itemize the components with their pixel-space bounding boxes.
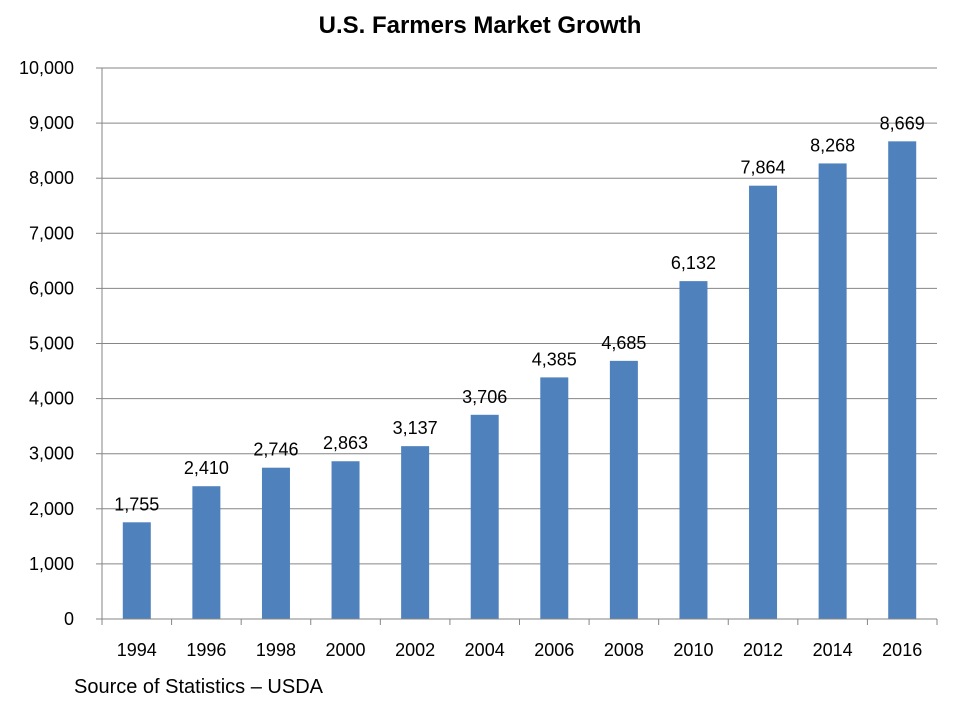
- x-tick-label: 2006: [534, 640, 574, 660]
- y-tick-label: 5,000: [29, 334, 74, 354]
- bars: [122, 141, 917, 619]
- bar-2000: [331, 461, 360, 619]
- chart-title: U.S. Farmers Market Growth: [318, 12, 642, 39]
- data-label-2016: 8,669: [880, 113, 925, 133]
- bar-1994: [122, 522, 151, 619]
- x-tick-label: 2000: [326, 640, 366, 660]
- y-tick-label: 1,000: [29, 554, 74, 574]
- data-label-2010: 6,132: [671, 253, 716, 273]
- data-label-2014: 8,268: [810, 135, 855, 155]
- x-tick-label: 1998: [256, 640, 296, 660]
- y-tick-label: 0: [64, 609, 74, 629]
- data-label-2000: 2,863: [323, 433, 368, 453]
- y-tick-label: 10,000: [19, 58, 74, 78]
- y-tick-label: 6,000: [29, 278, 74, 298]
- gridlines: [102, 67, 937, 565]
- y-tick-label: 7,000: [29, 223, 74, 243]
- bar-2014: [818, 163, 847, 619]
- bar-2004: [470, 414, 499, 619]
- data-label-2008: 4,685: [601, 333, 646, 353]
- bar-2016: [888, 141, 917, 619]
- y-tick-label: 9,000: [29, 113, 74, 133]
- bar-1996: [192, 486, 221, 619]
- bar-2012: [749, 185, 778, 619]
- x-tick-label: 2014: [813, 640, 853, 660]
- data-label-2002: 3,137: [393, 418, 438, 438]
- y-tick-label: 3,000: [29, 444, 74, 464]
- data-label-2012: 7,864: [741, 158, 786, 178]
- x-tick-label: 2016: [882, 640, 922, 660]
- y-axis-tick-labels: 0 1,000 2,000 3,000 4,000 5,000 6,000 7,000 8,00…: [19, 58, 74, 629]
- bar-2006: [540, 377, 569, 619]
- x-tick-label: 2008: [604, 640, 644, 660]
- x-tick-label: 2012: [743, 640, 783, 660]
- bar-2010: [679, 281, 708, 619]
- x-tick-label: 2004: [465, 640, 505, 660]
- source-note: Source of Statistics – USDA: [74, 676, 323, 698]
- x-tick-label: 2002: [395, 640, 435, 660]
- y-tick-label: 2,000: [29, 499, 74, 519]
- y-tick-label: 8,000: [29, 168, 74, 188]
- axes: [96, 67, 938, 625]
- x-tick-label: 1994: [117, 640, 157, 660]
- x-tick-label: 2010: [673, 640, 713, 660]
- x-tick-label: 1996: [186, 640, 226, 660]
- data-label-2006: 4,385: [532, 349, 577, 369]
- bar-2008: [609, 360, 638, 619]
- data-label-1996: 2,410: [184, 458, 229, 478]
- data-label-1994: 1,755: [114, 494, 159, 514]
- data-label-2004: 3,706: [462, 387, 507, 407]
- bar-2002: [401, 446, 430, 619]
- data-labels: 1,755 2,410 2,746 2,863 3,137 3,706 4,385 4,685…: [114, 113, 924, 514]
- bar-1998: [261, 467, 290, 619]
- y-tick-label: 4,000: [29, 389, 74, 409]
- data-label-1998: 2,746: [253, 440, 298, 460]
- x-axis-tick-labels: 1994 1996 1998 2000 2002 2004 2006 2008 2010 2012…: [117, 640, 922, 660]
